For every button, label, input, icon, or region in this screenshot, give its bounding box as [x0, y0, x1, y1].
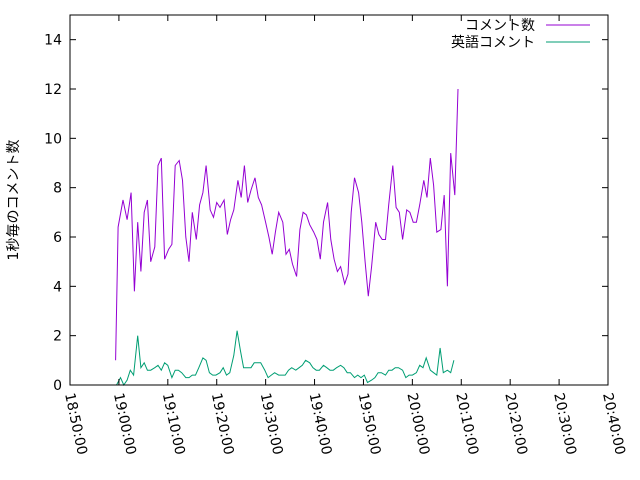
- y-tick-label: 12: [44, 82, 62, 98]
- y-tick-label: 2: [53, 329, 62, 345]
- y-tick-label: 14: [44, 33, 62, 49]
- legend-label: コメント数: [465, 18, 535, 34]
- series-line-1: [115, 88, 459, 361]
- series-layer: [115, 88, 459, 387]
- y-tick-label: 0: [53, 378, 62, 394]
- y-tick-label: 10: [44, 131, 62, 147]
- y-axis-title: 1秒毎のコメント数: [6, 140, 22, 261]
- y-tick-label: 4: [53, 279, 62, 295]
- legend-label: 英語コメント: [451, 34, 535, 51]
- y-tick-label: 8: [53, 181, 62, 197]
- y-tick-label: 6: [53, 230, 62, 246]
- plot-border: [69, 14, 609, 386]
- series-line-2: [116, 330, 455, 387]
